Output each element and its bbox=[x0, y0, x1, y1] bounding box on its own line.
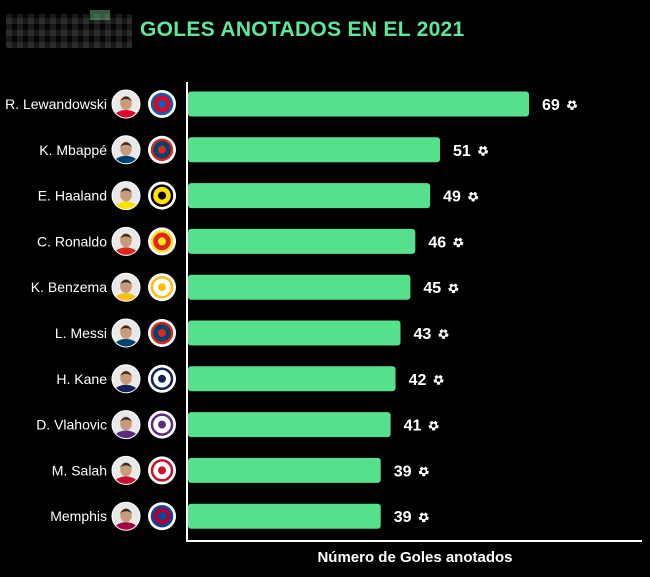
manchester-united-crest-icon bbox=[148, 227, 176, 256]
soccer-ball-icon bbox=[477, 145, 489, 156]
value-label: 43 bbox=[414, 326, 432, 343]
bar bbox=[188, 503, 381, 529]
player-name-label: H. Kane bbox=[56, 371, 107, 387]
bar bbox=[188, 412, 391, 438]
title-logo bbox=[6, 10, 132, 48]
value-label: 39 bbox=[394, 509, 412, 526]
player-name-label: R. Lewandowski bbox=[5, 96, 107, 112]
player-photo-icon bbox=[111, 226, 141, 256]
soccer-ball-icon bbox=[432, 374, 445, 385]
soccer-ball-icon bbox=[467, 190, 479, 202]
bar bbox=[188, 228, 416, 254]
fc-barcelona-crest-icon bbox=[148, 502, 176, 531]
psg-crest-icon bbox=[148, 135, 176, 164]
player-photo-icon bbox=[111, 410, 141, 440]
bar bbox=[188, 183, 431, 209]
player-photo-icon bbox=[111, 135, 141, 165]
player-name-label: C. Ronaldo bbox=[37, 233, 107, 249]
bar bbox=[188, 274, 411, 300]
borussia-dortmund-crest-icon bbox=[148, 181, 176, 210]
soccer-ball-icon bbox=[437, 328, 450, 339]
liverpool-crest-icon bbox=[148, 456, 176, 485]
player-photo-icon bbox=[111, 501, 141, 531]
bar bbox=[188, 457, 381, 483]
bar bbox=[188, 320, 401, 346]
player-name-label: K. Benzema bbox=[31, 279, 107, 295]
bar bbox=[188, 137, 441, 163]
value-label: 69 bbox=[542, 97, 560, 114]
real-madrid-crest-icon bbox=[148, 273, 176, 302]
player-name-label: D. Vlahovic bbox=[36, 417, 107, 433]
player-photo-icon bbox=[111, 364, 141, 394]
value-label: 42 bbox=[409, 372, 427, 389]
player-photo-icon bbox=[111, 89, 141, 119]
value-label: 49 bbox=[443, 189, 461, 206]
bar bbox=[188, 91, 529, 117]
player-name-label: K. Mbappé bbox=[39, 142, 107, 158]
psg-crest-icon bbox=[148, 319, 176, 347]
value-label: 45 bbox=[423, 280, 441, 297]
soccer-ball-icon bbox=[452, 236, 464, 248]
soccer-ball-icon bbox=[428, 419, 440, 431]
soccer-ball-icon bbox=[447, 282, 459, 294]
x-axis-title: Número de Goles anotados bbox=[317, 549, 512, 566]
value-label: 39 bbox=[394, 463, 412, 480]
soccer-ball-icon bbox=[418, 465, 430, 477]
player-photo-icon bbox=[111, 455, 141, 485]
bar bbox=[188, 366, 396, 392]
player-name-label: Memphis bbox=[50, 508, 107, 524]
value-label: 51 bbox=[453, 143, 471, 160]
soccer-ball-icon bbox=[566, 99, 578, 110]
bayern-munich-crest-icon bbox=[148, 90, 176, 118]
player-photo-icon bbox=[111, 181, 141, 211]
soccer-ball-icon bbox=[418, 511, 430, 523]
fiorentina-crest-icon bbox=[148, 410, 176, 439]
player-name-label: M. Salah bbox=[52, 462, 107, 478]
value-label: 46 bbox=[428, 234, 446, 251]
chart-title: GOLES ANOTADOS EN EL 2021 bbox=[140, 18, 465, 41]
value-label: 41 bbox=[404, 418, 422, 435]
player-photo-icon bbox=[111, 318, 141, 348]
player-name-label: L. Messi bbox=[55, 325, 107, 341]
player-photo-icon bbox=[111, 272, 141, 302]
player-name-label: E. Haaland bbox=[38, 188, 107, 204]
tottenham-crest-icon bbox=[148, 364, 176, 393]
